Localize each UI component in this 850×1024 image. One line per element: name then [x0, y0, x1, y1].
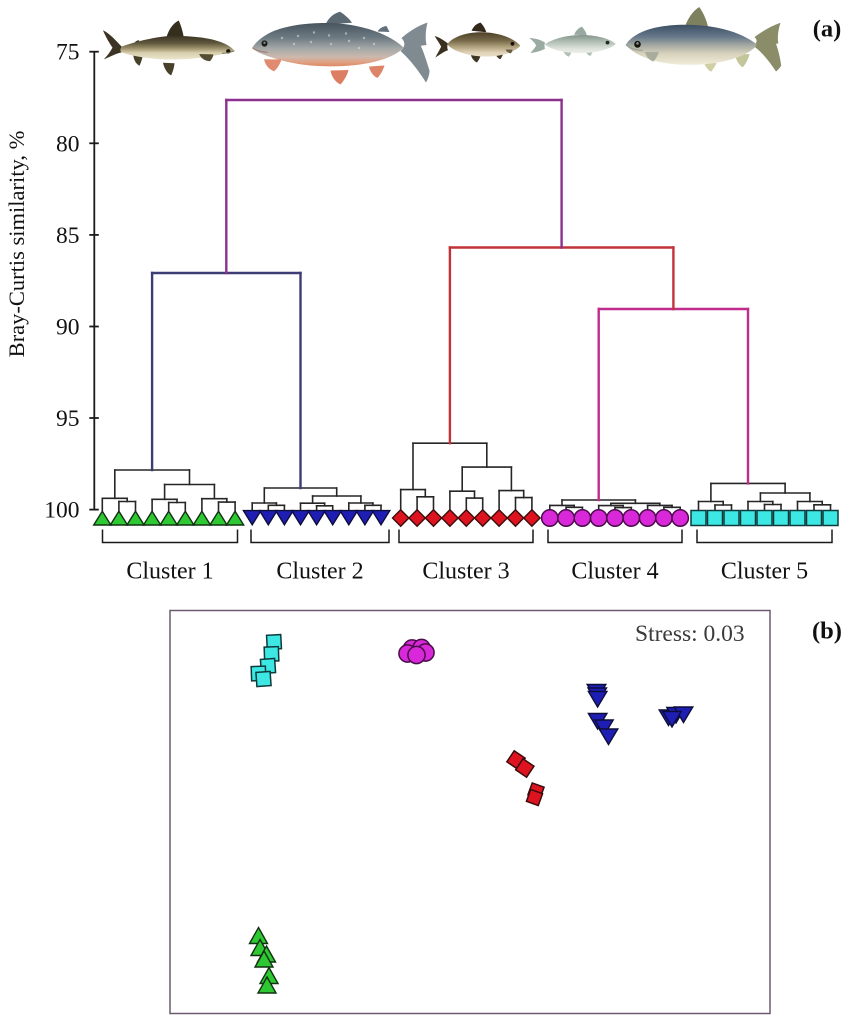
- svg-text:Stress: 0.03: Stress: 0.03: [635, 621, 745, 647]
- svg-text:85: 85: [56, 223, 80, 249]
- svg-text:Cluster 3: Cluster 3: [422, 559, 509, 585]
- svg-text:90: 90: [56, 315, 80, 341]
- svg-text:Cluster 4: Cluster 4: [571, 559, 658, 585]
- svg-text:80: 80: [56, 131, 80, 157]
- svg-text:(a): (a): [813, 16, 842, 43]
- svg-text:Cluster 2: Cluster 2: [276, 559, 363, 585]
- svg-text:Bray-Curtis similarity, %: Bray-Curtis similarity, %: [4, 131, 29, 358]
- svg-text:Cluster 1: Cluster 1: [126, 559, 213, 585]
- svg-text:95: 95: [56, 406, 80, 432]
- svg-text:75: 75: [56, 40, 80, 66]
- svg-text:Cluster 5: Cluster 5: [721, 559, 808, 585]
- svg-text:(b): (b): [812, 618, 842, 645]
- svg-text:100: 100: [44, 498, 79, 524]
